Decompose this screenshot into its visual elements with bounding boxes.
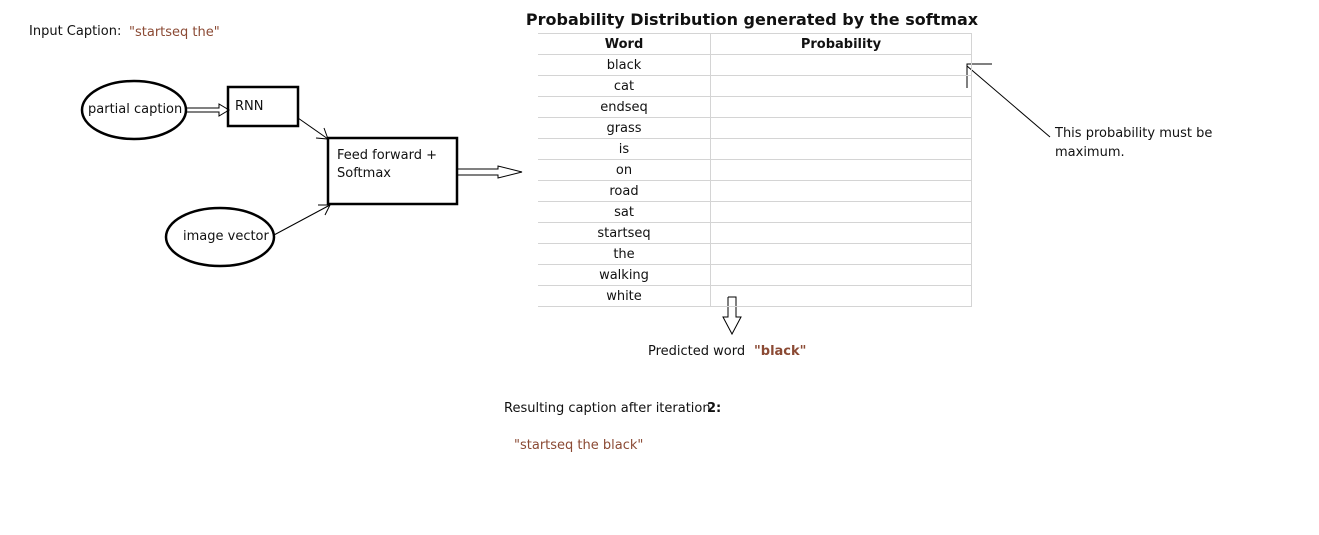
- table-body: black cat endseq grass is on road sat startseq th…: [538, 54, 972, 307]
- arrow-rnn-to-ff: [297, 117, 329, 140]
- probability-cell: [710, 222, 972, 244]
- input-caption-value: "startseq the": [129, 25, 220, 40]
- table-row: white: [538, 285, 972, 307]
- table-row: cat: [538, 75, 972, 97]
- word-cell: sat: [538, 201, 711, 223]
- annotation-pointer: [966, 63, 1051, 138]
- feed-forward-label-line1: Feed forward +: [337, 148, 438, 163]
- probability-cell: [710, 117, 972, 139]
- image-vector-node: [164, 206, 276, 268]
- probability-cell: [710, 138, 972, 160]
- word-cell: the: [538, 243, 711, 265]
- arrow-partial-to-rnn: [187, 103, 230, 117]
- table-row: grass: [538, 117, 972, 139]
- word-cell: endseq: [538, 96, 711, 118]
- word-cell: cat: [538, 75, 711, 97]
- probability-cell: [710, 75, 972, 97]
- result-caption: "startseq the black": [514, 438, 644, 453]
- partial-caption-node: [80, 79, 188, 141]
- predicted-word-value: "black": [754, 344, 807, 359]
- table-title: Probability Distribution generated by th…: [525, 10, 979, 29]
- word-cell: startseq: [538, 222, 711, 244]
- probability-cell: [710, 285, 972, 307]
- probability-cell: [710, 264, 972, 286]
- word-cell: walking: [538, 264, 711, 286]
- table-row: walking: [538, 264, 972, 286]
- arrow-image-to-ff: [273, 204, 331, 236]
- table-row: startseq: [538, 222, 972, 244]
- result-iteration: 2:: [707, 401, 722, 416]
- table-row: endseq: [538, 96, 972, 118]
- word-cell: road: [538, 180, 711, 202]
- partial-caption-label: partial caption: [88, 102, 183, 117]
- probability-cell: [710, 201, 972, 223]
- rnn-label: RNN: [235, 99, 264, 114]
- table-row: is: [538, 138, 972, 160]
- word-cell: grass: [538, 117, 711, 139]
- image-vector-label: image vector: [183, 229, 269, 244]
- column-header-probability: Probability: [710, 33, 972, 55]
- word-cell: black: [538, 54, 711, 76]
- probability-cell: [710, 54, 972, 76]
- predicted-word-label: Predicted word: [648, 344, 746, 359]
- table-header-row: Word Probability: [538, 33, 972, 55]
- arrow-ff-to-table: [458, 165, 523, 179]
- table-row: on: [538, 159, 972, 181]
- feed-forward-node: [326, 136, 459, 206]
- annotation-line2: maximum.: [1055, 145, 1125, 160]
- probability-cell: [710, 180, 972, 202]
- rnn-node: [226, 85, 300, 128]
- probability-cell: [710, 159, 972, 181]
- table-row: sat: [538, 201, 972, 223]
- table-row: road: [538, 180, 972, 202]
- table-row: the: [538, 243, 972, 265]
- result-label: Resulting caption after iteration: [504, 401, 711, 416]
- word-cell: white: [538, 285, 711, 307]
- annotation-line1: This probability must be: [1055, 126, 1213, 141]
- feed-forward-label-line2: Softmax: [337, 166, 391, 181]
- probability-grid: Word Probability black cat endseq grass is on…: [538, 33, 972, 307]
- input-caption-label: Input Caption:: [29, 24, 122, 39]
- word-cell: is: [538, 138, 711, 160]
- word-cell: on: [538, 159, 711, 181]
- column-header-word: Word: [538, 33, 711, 55]
- probability-cell: [710, 243, 972, 265]
- table-row: black: [538, 54, 972, 76]
- probability-cell: [710, 96, 972, 118]
